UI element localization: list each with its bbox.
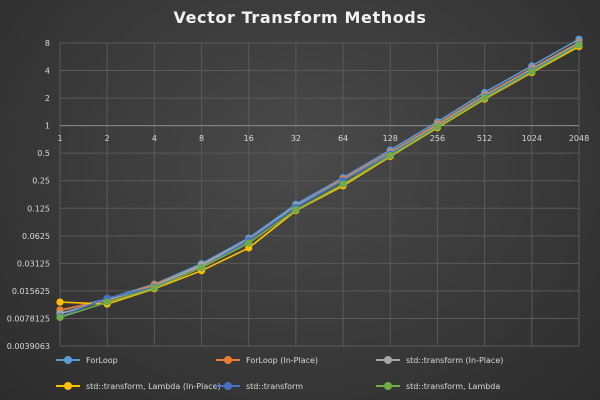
x-tick-label: 1 [57, 134, 62, 143]
legend-label: std::transform (In-Place) [406, 355, 504, 365]
series-6-point [197, 264, 206, 272]
x-tick-label: 4 [152, 134, 157, 143]
y-tick-label: 0.0039063 [7, 342, 50, 351]
legend-item: std::transform (In-Place) [376, 353, 576, 367]
series-6-point [528, 67, 536, 76]
y-tick-label: 0.25 [32, 177, 50, 186]
chart-title: Vector Transform Methods [173, 8, 427, 27]
x-tick-label: 16 [244, 134, 254, 143]
legend-swatch [56, 381, 80, 391]
y-tick-label: 8 [45, 39, 50, 48]
series-6-point [245, 239, 253, 247]
legend-swatch [376, 381, 400, 391]
series-line-4 [59, 45, 580, 305]
y-tick-label: 1 [45, 122, 50, 131]
series-6-point [339, 180, 347, 188]
y-tick-label: 0.125 [27, 204, 50, 213]
legend-item: ForLoop [56, 353, 216, 367]
legend-item: std::transform [216, 379, 376, 393]
y-tick-label: 0.5 [37, 149, 50, 158]
legend-label: ForLoop (In-Place) [246, 355, 319, 365]
legend-label: std::transform, Lambda [406, 381, 501, 391]
x-tick-label: 512 [477, 134, 492, 143]
x-tick-label: 32 [291, 134, 301, 143]
x-tick-label: 2048 [569, 134, 589, 143]
legend-swatch [216, 381, 240, 391]
legend-label: std::transform [246, 381, 303, 391]
x-tick-label: 1024 [522, 134, 542, 143]
y-tick-label: 2 [45, 94, 50, 103]
legend-item: ForLoop (In-Place) [216, 353, 376, 367]
legend-item: std::transform, Lambda [376, 379, 576, 393]
chart-legend: ForLoop ForLoop (In-Place) std::transform … [56, 353, 576, 393]
y-tick-label: 0.015625 [12, 287, 50, 296]
series-6-point [386, 152, 394, 160]
series-6-point [433, 123, 442, 131]
y-tick-label: 0.0625 [22, 232, 50, 241]
series-line-1 [59, 38, 580, 312]
y-tick-label: 4 [45, 67, 50, 76]
x-tick-label: 2 [105, 134, 110, 143]
series-6-point [103, 298, 111, 306]
legend-label: ForLoop [86, 355, 118, 365]
series-6-point [481, 94, 489, 102]
series-line-5 [59, 43, 580, 318]
x-tick-label: 64 [338, 134, 348, 143]
series-line-6 [59, 44, 580, 319]
x-tick-label: 256 [430, 134, 445, 143]
series-6-point [150, 284, 158, 292]
legend-item: std::transform, Lambda (In-Place) [56, 379, 221, 393]
legend-swatch [56, 355, 80, 365]
series-6-point [292, 206, 300, 214]
legend-swatch [376, 355, 400, 365]
x-tick-label: 128 [383, 134, 398, 143]
legend-label: std::transform, Lambda (In-Place) [86, 381, 221, 391]
y-tick-label: 0.03125 [17, 259, 50, 268]
y-tick-label: 0.0078125 [7, 314, 50, 323]
series-6-point [575, 41, 583, 49]
legend-swatch [216, 355, 240, 365]
series-6-point [56, 313, 64, 322]
x-tick-label: 8 [199, 134, 204, 143]
series-4-point [56, 298, 64, 306]
